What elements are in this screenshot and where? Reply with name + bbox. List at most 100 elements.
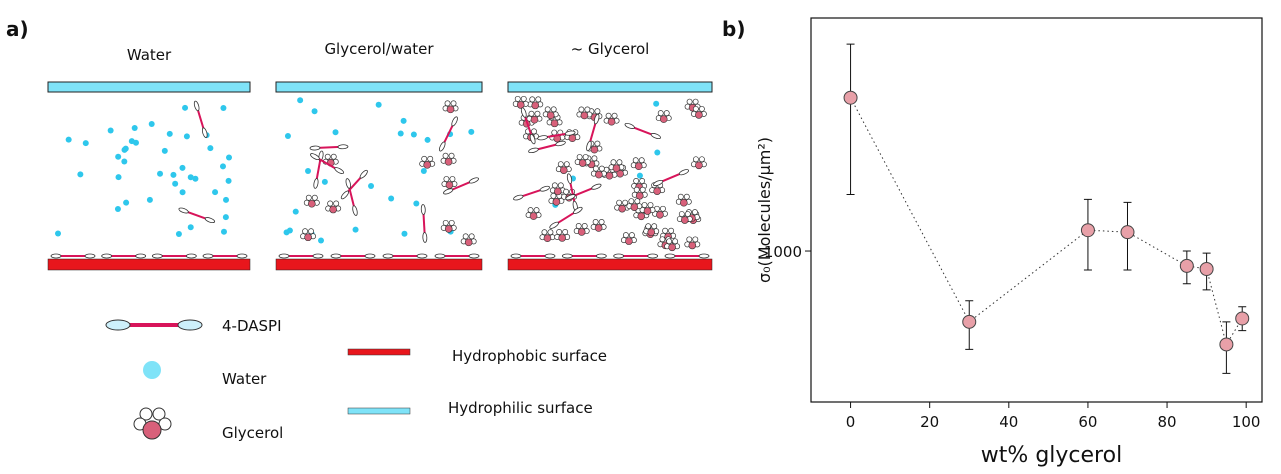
daspi-end bbox=[513, 194, 524, 201]
glycerol bbox=[681, 216, 689, 224]
glycerol-part bbox=[651, 223, 658, 230]
glycerol bbox=[531, 101, 540, 110]
daspi-end bbox=[678, 169, 690, 176]
glycerol bbox=[578, 159, 587, 167]
glycerol-part bbox=[622, 232, 629, 239]
glycerol bbox=[446, 105, 455, 114]
glycerol-part bbox=[562, 229, 569, 235]
daspi-end bbox=[309, 145, 321, 151]
legend-text: Water bbox=[222, 370, 267, 388]
legend-glycerol bbox=[139, 407, 153, 421]
legend-daspi bbox=[177, 319, 203, 331]
glycerol-part bbox=[302, 228, 309, 235]
glycerol-part bbox=[686, 98, 693, 105]
daspi-end bbox=[334, 167, 345, 175]
glycerol-part bbox=[628, 232, 635, 239]
glycerol-part bbox=[442, 152, 449, 159]
glycerol-part bbox=[550, 106, 557, 113]
glycerol-part bbox=[330, 153, 337, 160]
daspi-end bbox=[337, 144, 349, 150]
daspi-end bbox=[468, 253, 480, 259]
daspi-end bbox=[201, 127, 208, 138]
daspi-end bbox=[278, 253, 290, 259]
y-axis-label: σ₀(Molecules/μm²) bbox=[755, 137, 774, 283]
daspi-end bbox=[586, 140, 592, 152]
data-point bbox=[1235, 311, 1250, 326]
glycerol bbox=[643, 207, 652, 215]
glycerol bbox=[634, 162, 643, 171]
column-title: Glycerol/water bbox=[324, 40, 434, 58]
glycerol-part bbox=[594, 140, 601, 147]
water bbox=[305, 167, 312, 174]
water bbox=[410, 131, 417, 138]
daspi-end bbox=[573, 206, 583, 214]
glycerol-part bbox=[633, 178, 640, 184]
glycerol bbox=[618, 204, 626, 213]
glycerol bbox=[554, 187, 562, 196]
water bbox=[55, 230, 62, 237]
glycerol-part bbox=[575, 223, 582, 229]
water bbox=[654, 149, 661, 156]
x-tick-label: 0 bbox=[846, 413, 856, 431]
glycerol bbox=[550, 119, 559, 128]
glycerol-part bbox=[692, 105, 699, 112]
water bbox=[170, 171, 177, 178]
glycerol bbox=[580, 111, 589, 120]
x-tick-label: 60 bbox=[1078, 413, 1097, 431]
glycerol-part bbox=[616, 199, 623, 206]
water bbox=[131, 124, 138, 131]
legend: 4-DASPI Water Glycerol Hydrophobic surfa… bbox=[105, 317, 607, 442]
data-point bbox=[1199, 261, 1214, 276]
glycerol bbox=[680, 198, 688, 207]
glycerol-part bbox=[305, 194, 312, 201]
glycerol bbox=[516, 101, 525, 109]
y-tick-label: 1000 bbox=[764, 243, 802, 261]
glycerol-part bbox=[663, 110, 670, 117]
glycerol-part bbox=[666, 238, 673, 245]
glycerol-part bbox=[449, 176, 456, 182]
panel-label: a) bbox=[6, 17, 29, 41]
water bbox=[179, 189, 186, 196]
glycerol-part bbox=[592, 165, 599, 172]
glycerol-part bbox=[528, 110, 535, 117]
glycerol-part bbox=[551, 182, 558, 189]
glycerol-part bbox=[547, 229, 554, 236]
glycerol-part bbox=[677, 193, 684, 200]
glycerol bbox=[464, 238, 473, 247]
data-point bbox=[1080, 223, 1095, 238]
water bbox=[223, 196, 230, 203]
glycerol-part bbox=[450, 100, 457, 107]
daspi-end bbox=[613, 253, 625, 259]
glycerol-part bbox=[582, 154, 589, 160]
legend-glycerol bbox=[142, 420, 162, 440]
glycerol-part bbox=[557, 161, 564, 168]
daspi-end bbox=[647, 253, 659, 259]
daspi-end bbox=[310, 153, 320, 161]
glycerol-part bbox=[684, 211, 691, 217]
data-point bbox=[962, 314, 977, 329]
glycerol bbox=[688, 241, 697, 250]
glycerol bbox=[423, 161, 432, 169]
daspi-end bbox=[443, 188, 454, 195]
glycerol-part bbox=[531, 128, 537, 135]
water bbox=[166, 130, 173, 137]
glycerol bbox=[307, 199, 316, 208]
data-point bbox=[1179, 258, 1194, 273]
water bbox=[420, 167, 427, 174]
daspi-end bbox=[528, 147, 539, 154]
daspi-end bbox=[178, 207, 189, 214]
daspi-end bbox=[340, 190, 349, 200]
water bbox=[225, 177, 232, 184]
glycerol bbox=[625, 237, 633, 245]
daspi-end bbox=[561, 253, 573, 259]
daspi-end bbox=[204, 217, 216, 224]
x-tick-label: 40 bbox=[999, 413, 1018, 431]
water bbox=[375, 101, 382, 108]
glycerol-part bbox=[563, 188, 570, 195]
glycerol-part bbox=[598, 219, 605, 225]
glycerol-part bbox=[541, 229, 548, 236]
glycerol bbox=[444, 157, 453, 166]
hydrophilic-surface bbox=[507, 81, 713, 93]
glycerol-part bbox=[698, 156, 705, 163]
glycerol-part bbox=[594, 108, 601, 115]
